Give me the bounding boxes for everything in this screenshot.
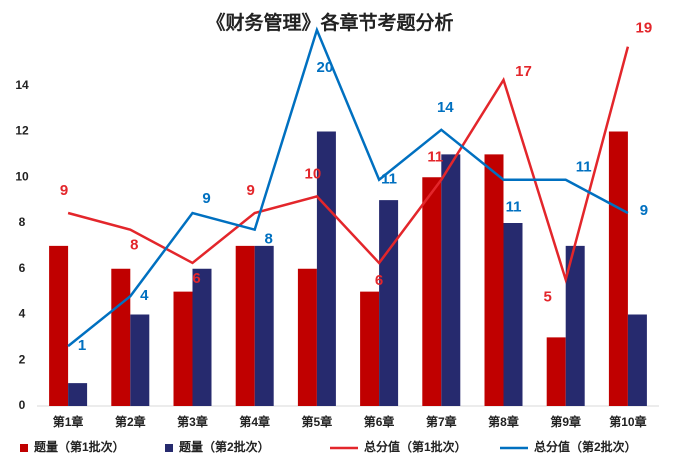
data-label: 10 [305,165,322,182]
data-label: 11 [506,199,522,216]
x-tick-label: 第1章 [53,414,84,429]
bar [192,268,212,406]
x-tick-label: 第9章 [550,414,581,429]
bar [565,245,585,406]
bar [627,314,647,406]
legend-swatch [165,444,173,452]
bar [422,177,442,406]
bar [608,131,628,406]
legend-label: 总分值（第2批次） [534,439,637,454]
data-label: 9 [247,182,255,199]
y-tick-label: 4 [19,307,26,321]
y-tick-label: 8 [19,215,26,229]
bar [68,383,88,406]
data-label: 20 [317,59,334,76]
bar [546,337,566,406]
x-tick-label: 第8章 [488,414,519,429]
bar [441,154,461,406]
data-label: 19 [636,20,653,37]
bar [173,291,193,406]
data-label: 11 [576,159,592,176]
data-label: 17 [515,63,532,80]
bar [49,245,69,406]
bar [297,268,317,406]
line [67,46,630,285]
y-tick-label: 14 [15,78,29,92]
data-label: 9 [60,182,68,199]
chart-title: 《财务管理》各章节考题分析 [206,11,453,34]
y-tick-label: 0 [19,398,26,412]
data-label: 8 [130,237,138,254]
bar [503,223,523,406]
bar [484,154,504,406]
y-tick-label: 12 [15,124,29,138]
data-label: 9 [640,202,648,219]
bar [111,268,131,406]
x-tick-label: 第6章 [364,414,395,429]
data-label: 14 [437,99,454,116]
bar [235,245,255,406]
x-tick-label: 第2章 [115,414,146,429]
legend-label: 总分值（第1批次） [364,439,467,454]
x-tick-label: 第3章 [177,414,208,429]
data-label: 11 [427,149,443,166]
legend-swatch [20,444,28,452]
line [67,26,629,348]
data-label: 8 [265,231,273,248]
data-label: 9 [202,190,210,207]
bar [254,245,274,406]
data-label: 6 [192,270,200,287]
data-label: 6 [375,272,383,289]
legend-label: 题量（第2批次） [179,439,270,454]
data-label: 1 [78,337,86,354]
y-tick-label: 6 [19,261,26,275]
x-tick-label: 第7章 [426,414,457,429]
bar [130,314,150,406]
data-label: 4 [140,287,149,304]
bar [360,291,380,406]
data-label: 5 [544,289,552,306]
y-tick-label: 10 [15,169,29,183]
bar [379,200,399,406]
x-tick-label: 第10章 [609,414,646,429]
x-tick-label: 第4章 [239,414,270,429]
y-tick-label: 2 [19,352,26,366]
x-tick-label: 第5章 [302,414,333,429]
data-label: 11 [381,171,397,188]
legend-label: 题量（第1批次） [34,439,125,454]
